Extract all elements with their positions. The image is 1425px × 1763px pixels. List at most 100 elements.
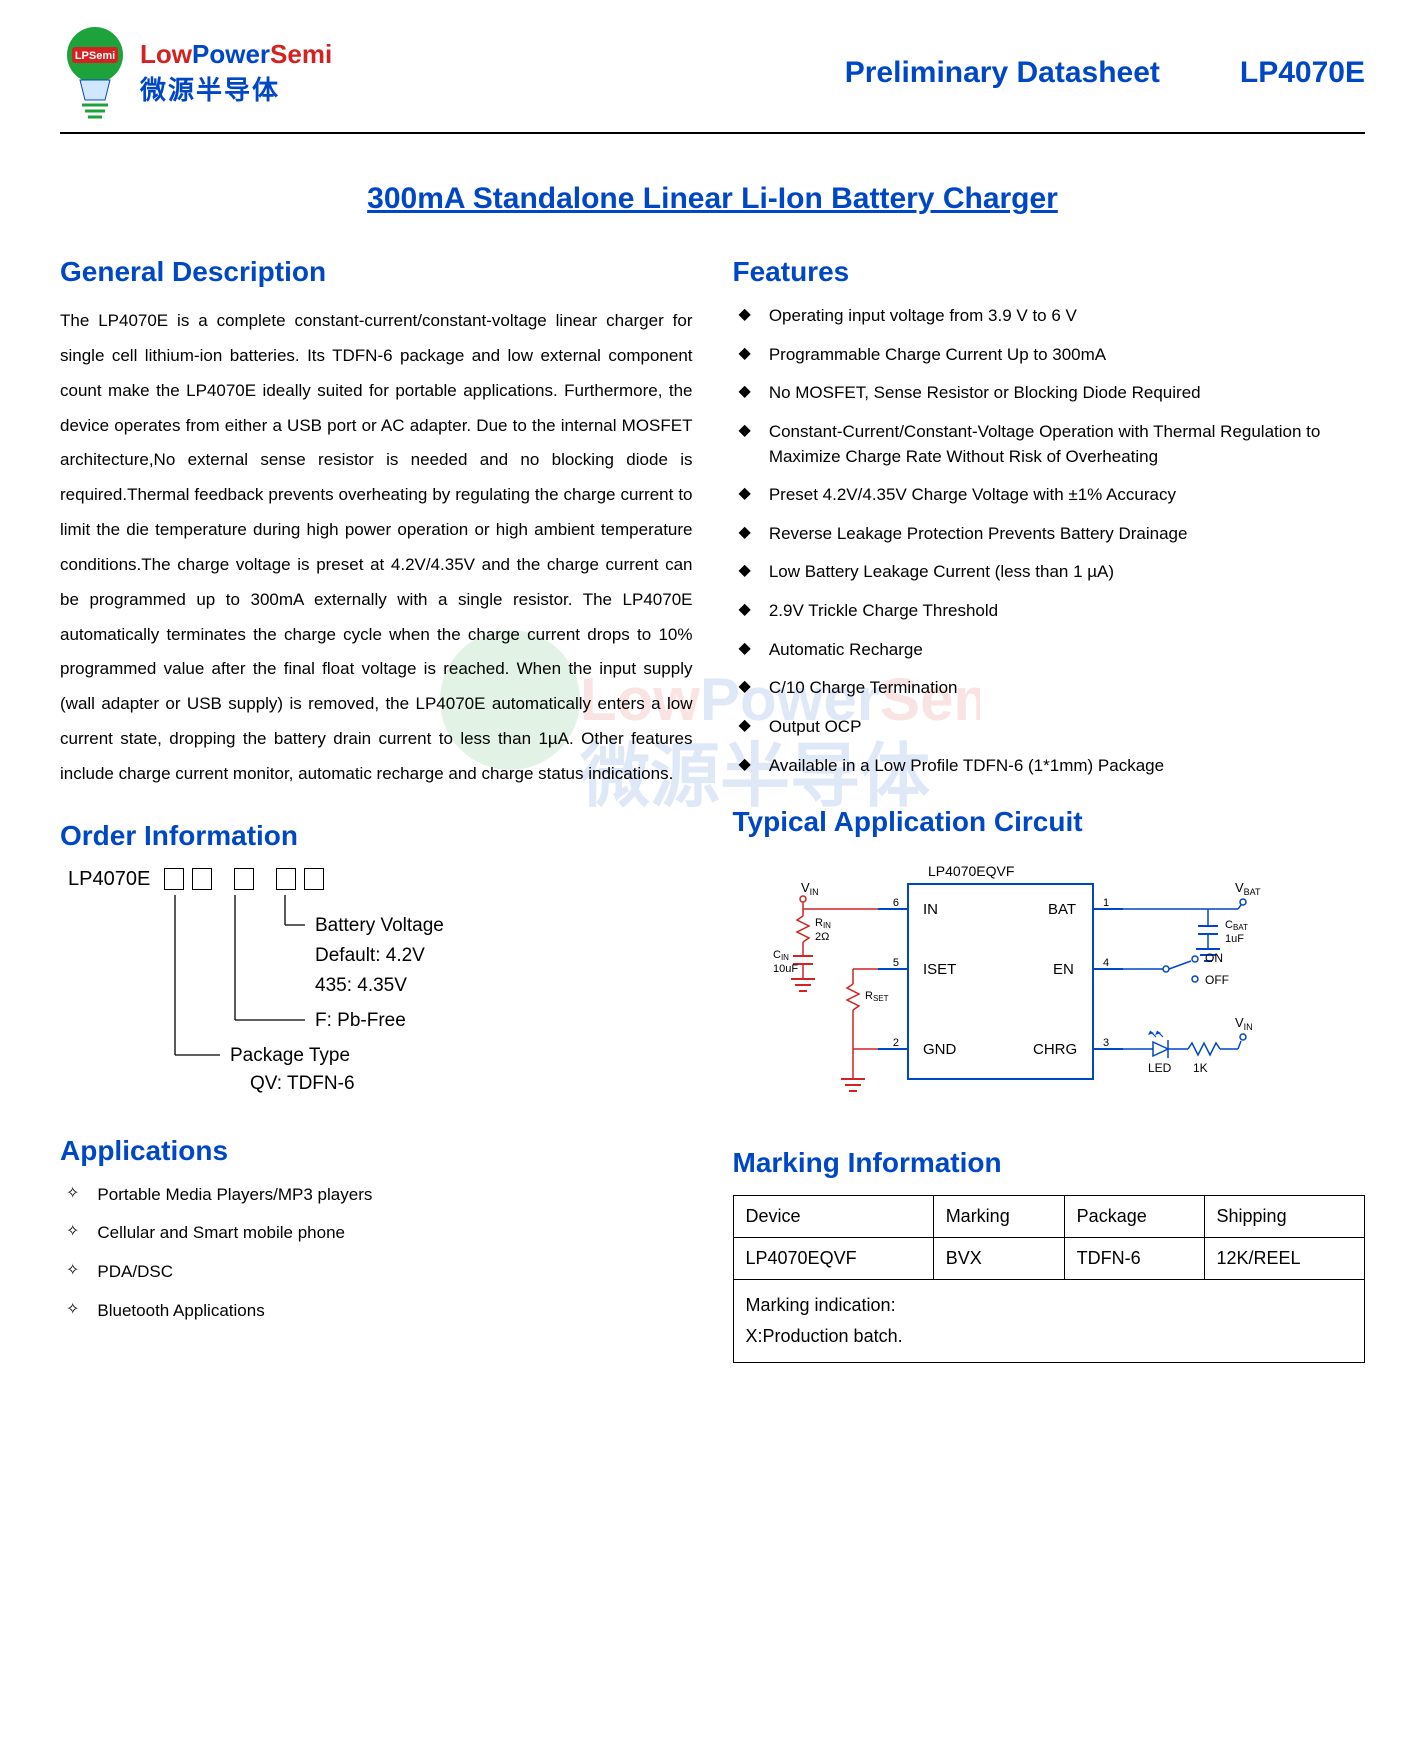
diamond-solid-icon: ◆: [739, 638, 751, 660]
circuit-diagram: LP4070EQVF 6 IN 5 ISET 2 GND 1 BAT 4 EN: [733, 854, 1366, 1119]
svg-text:VIN: VIN: [1235, 1015, 1253, 1032]
svg-text:RIN: RIN: [815, 917, 831, 930]
table-cell: TDFN-6: [1064, 1238, 1204, 1280]
list-item: ◆Constant-Current/Constant-Voltage Opera…: [733, 420, 1366, 469]
list-item: ◆Preset 4.2V/4.35V Charge Voltage with ±…: [733, 483, 1366, 508]
list-item: ◆Low Battery Leakage Current (less than …: [733, 560, 1366, 585]
circuit-svg: LP4070EQVF 6 IN 5 ISET 2 GND 1 BAT 4 EN: [733, 854, 1293, 1114]
diamond-solid-icon: ◆: [739, 676, 751, 698]
diamond-icon: ✧: [66, 1221, 79, 1243]
marking-table: Device Marking Package Shipping LP4070EQ…: [733, 1195, 1366, 1280]
heading-marking: Marking Information: [733, 1147, 1366, 1179]
diamond-solid-icon: ◆: [739, 304, 751, 326]
part-number: LP4070E: [1240, 56, 1365, 90]
svg-text:3: 3: [1103, 1037, 1109, 1049]
svg-text:EN: EN: [1053, 961, 1074, 978]
table-cell: 12K/REEL: [1204, 1238, 1364, 1280]
logo-en-1: Low: [140, 39, 192, 69]
order-box: [164, 868, 184, 890]
list-item: ✧Cellular and Smart mobile phone: [60, 1221, 693, 1246]
marking-note: Marking indication: X:Production batch.: [733, 1280, 1366, 1362]
main-title: 300mA Standalone Linear Li-Ion Battery C…: [60, 182, 1365, 216]
svg-text:2Ω: 2Ω: [815, 931, 829, 943]
order-box: [192, 868, 212, 890]
list-item: ◆Available in a Low Profile TDFN-6 (1*1m…: [733, 754, 1366, 779]
diamond-solid-icon: ◆: [739, 715, 751, 737]
list-item: ✧PDA/DSC: [60, 1260, 693, 1285]
table-header: Package: [1064, 1196, 1204, 1238]
order-label: Battery Voltage: [315, 915, 444, 937]
table-header: Device: [733, 1196, 933, 1238]
marking-note-line: Marking indication:: [746, 1290, 1353, 1321]
table-cell: BVX: [933, 1238, 1064, 1280]
heading-features: Features: [733, 256, 1366, 288]
order-label: Default: 4.2V: [315, 945, 425, 967]
order-label: F: Pb-Free: [315, 1010, 406, 1032]
list-item: ◆Operating input voltage from 3.9 V to 6…: [733, 304, 1366, 329]
table-row: Device Marking Package Shipping: [733, 1196, 1365, 1238]
list-item: ◆Output OCP: [733, 715, 1366, 740]
svg-text:RSET: RSET: [865, 990, 889, 1003]
svg-text:2: 2: [892, 1037, 898, 1049]
heading-general-description: General Description: [60, 256, 693, 288]
diamond-solid-icon: ◆: [739, 381, 751, 403]
order-box: [234, 868, 254, 890]
svg-text:1: 1: [1103, 897, 1109, 909]
order-diagram: LP4070E Battery Voltage: [60, 868, 693, 1085]
svg-text:OFF: OFF: [1205, 973, 1229, 987]
list-item: ◆Programmable Charge Current Up to 300mA: [733, 343, 1366, 368]
applications-list: ✧Portable Media Players/MP3 players ✧Cel…: [60, 1183, 693, 1324]
logo-cn: 微源半导体: [140, 70, 332, 107]
svg-text:10uF: 10uF: [773, 963, 798, 975]
svg-text:LED: LED: [1148, 1061, 1172, 1075]
list-item: ◆No MOSFET, Sense Resistor or Blocking D…: [733, 381, 1366, 406]
logo-en-2: Power: [192, 39, 270, 69]
diamond-icon: ✧: [66, 1183, 79, 1205]
diamond-solid-icon: ◆: [739, 483, 751, 505]
diamond-solid-icon: ◆: [739, 560, 751, 582]
svg-text:VIN: VIN: [801, 880, 819, 897]
diamond-solid-icon: ◆: [739, 754, 751, 776]
svg-text:GND: GND: [923, 1041, 957, 1058]
svg-text:5: 5: [892, 957, 898, 969]
diamond-solid-icon: ◆: [739, 343, 751, 365]
diamond-icon: ✧: [66, 1299, 79, 1321]
diamond-icon: ✧: [66, 1260, 79, 1282]
heading-order-info: Order Information: [60, 820, 693, 852]
marking-note-line: X:Production batch.: [746, 1321, 1353, 1352]
order-prefix: LP4070E: [68, 868, 150, 891]
svg-text:ON: ON: [1205, 951, 1223, 965]
general-description-text: The LP4070E is a complete constant-curre…: [60, 304, 693, 792]
heading-applications: Applications: [60, 1135, 693, 1167]
order-label: Package Type: [230, 1045, 350, 1067]
svg-text:6: 6: [892, 897, 898, 909]
diamond-solid-icon: ◆: [739, 599, 751, 621]
svg-text:CHRG: CHRG: [1033, 1041, 1077, 1058]
svg-text:1uF: 1uF: [1225, 933, 1244, 945]
list-item: ◆Automatic Recharge: [733, 638, 1366, 663]
svg-text:LPSemi: LPSemi: [75, 50, 115, 62]
diamond-solid-icon: ◆: [739, 420, 751, 442]
svg-text:CBAT: CBAT: [1225, 919, 1248, 932]
order-box: [276, 868, 296, 890]
diamond-solid-icon: ◆: [739, 522, 751, 544]
order-label: QV: TDFN-6: [250, 1073, 355, 1095]
list-item: ✧Portable Media Players/MP3 players: [60, 1183, 693, 1208]
list-item: ◆C/10 Charge Termination: [733, 676, 1366, 701]
heading-typical-app: Typical Application Circuit: [733, 806, 1366, 838]
svg-text:4: 4: [1103, 957, 1109, 969]
doc-type: Preliminary Datasheet: [845, 56, 1160, 90]
logo-en-3: Semi: [270, 39, 332, 69]
logo: LPSemi LowPowerSemi 微源半导体: [60, 25, 332, 120]
bulb-icon: LPSemi: [60, 25, 130, 120]
logo-text: LowPowerSemi 微源半导体: [140, 39, 332, 107]
left-column: General Description The LP4070E is a com…: [60, 256, 693, 1363]
list-item: ◆Reverse Leakage Protection Prevents Bat…: [733, 522, 1366, 547]
svg-text:BAT: BAT: [1048, 901, 1076, 918]
svg-text:VBAT: VBAT: [1235, 880, 1261, 897]
table-cell: LP4070EQVF: [733, 1238, 933, 1280]
order-label: 435: 4.35V: [315, 975, 407, 997]
svg-text:1K: 1K: [1193, 1061, 1208, 1075]
svg-text:LP4070EQVF: LP4070EQVF: [928, 863, 1014, 879]
svg-text:ISET: ISET: [923, 961, 956, 978]
